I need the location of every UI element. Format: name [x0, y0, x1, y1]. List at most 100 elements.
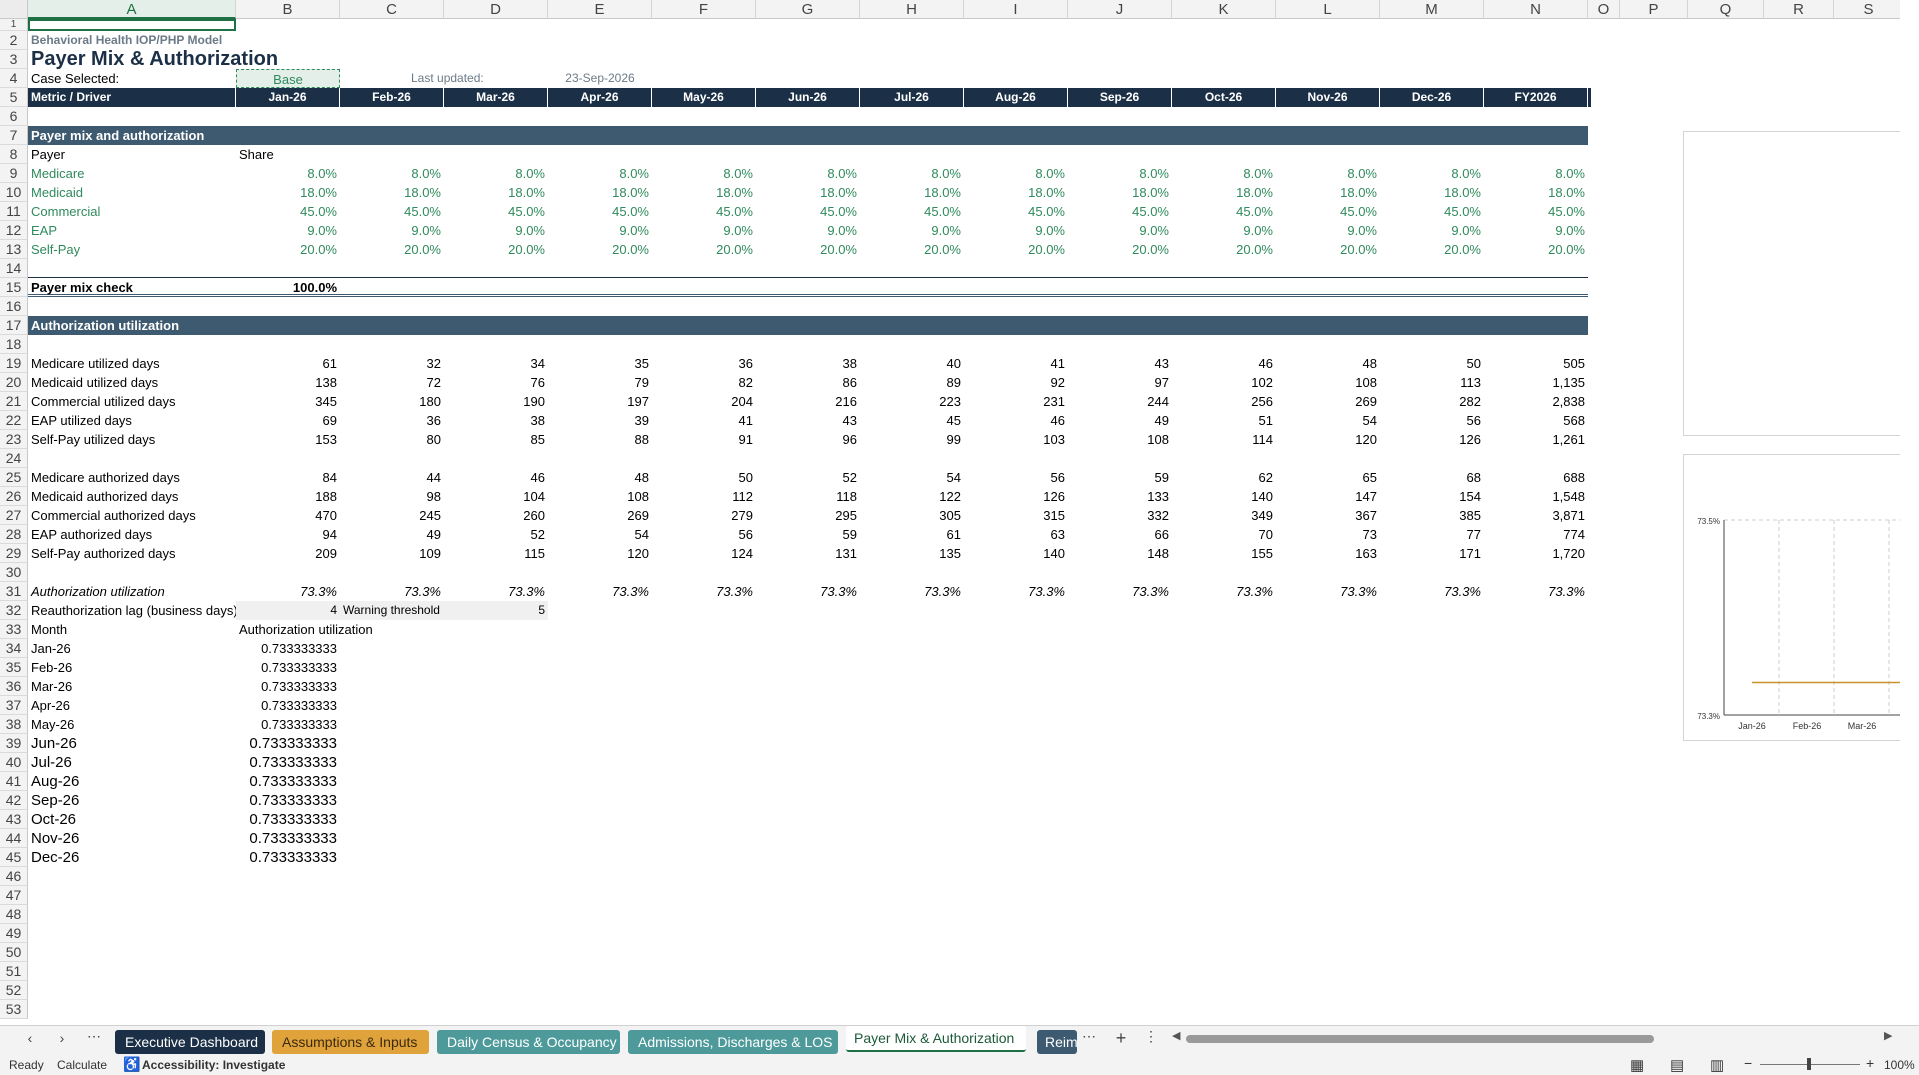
authorized-cell[interactable]: 295: [835, 508, 857, 523]
authorized-cell[interactable]: 155: [1251, 546, 1273, 561]
utilized-cell[interactable]: 32: [426, 356, 441, 371]
payer-share-cell[interactable]: 9.0%: [1451, 223, 1481, 238]
row-header-1[interactable]: 1: [0, 19, 28, 31]
month-value-cell[interactable]: 0.733333333: [249, 754, 337, 771]
authorized-row-label[interactable]: Self-Pay authorized days: [31, 546, 176, 561]
payer-label[interactable]: Payer: [31, 147, 65, 162]
row-header-16[interactable]: 16: [0, 297, 28, 316]
month-cell[interactable]: Jul-26: [31, 754, 72, 771]
payer-share-cell[interactable]: 45.0%: [300, 204, 337, 219]
payer-share-cell[interactable]: 9.0%: [411, 223, 441, 238]
row-header-6[interactable]: 6: [0, 107, 28, 126]
month-value-cell[interactable]: 0.733333333: [249, 735, 337, 752]
authorization-utilization-cell[interactable]: 73.3%: [1132, 584, 1169, 599]
row-header-15[interactable]: 15: [0, 278, 28, 297]
column-header-N[interactable]: N: [1484, 0, 1588, 19]
payer-share-cell[interactable]: 20.0%: [508, 242, 545, 257]
authorized-cell[interactable]: 305: [939, 508, 961, 523]
row-header-21[interactable]: 21: [0, 392, 28, 411]
utilized-cell[interactable]: 39: [634, 413, 649, 428]
payer-mix-check-label[interactable]: Payer mix check: [31, 280, 133, 295]
utilized-row-label[interactable]: Commercial utilized days: [31, 394, 176, 409]
authorized-cell[interactable]: 54: [634, 527, 649, 542]
payer-share-cell[interactable]: 20.0%: [1132, 242, 1169, 257]
payer-share-cell[interactable]: 20.0%: [1028, 242, 1065, 257]
payer-share-cell[interactable]: 18.0%: [508, 185, 545, 200]
payer-share-cell[interactable]: 9.0%: [723, 223, 753, 238]
authorized-cell[interactable]: 59: [842, 527, 857, 542]
row-header-31[interactable]: 31: [0, 582, 28, 601]
authorized-cell[interactable]: 269: [627, 508, 649, 523]
payer-share-cell[interactable]: 18.0%: [612, 185, 649, 200]
payer-share-cell[interactable]: 20.0%: [1340, 242, 1377, 257]
row-header-48[interactable]: 48: [0, 905, 28, 924]
utilized-cell[interactable]: 91: [738, 432, 753, 447]
authorized-cell[interactable]: 52: [530, 527, 545, 542]
sheet-options-icon[interactable]: ⋮: [1144, 1028, 1158, 1044]
authorized-cell[interactable]: 49: [426, 527, 441, 542]
page-break-icon[interactable]: ▥: [1710, 1057, 1725, 1074]
authorization-utilization-cell[interactable]: 73.3%: [300, 584, 337, 599]
authorized-cell[interactable]: 94: [322, 527, 337, 542]
utilized-cell[interactable]: 49: [1154, 413, 1169, 428]
row-header-13[interactable]: 13: [0, 240, 28, 259]
utilized-cell[interactable]: 69: [322, 413, 337, 428]
authorization-utilization-cell[interactable]: 73.3%: [1340, 584, 1377, 599]
month-cell[interactable]: Oct-26: [31, 811, 77, 828]
utilized-cell[interactable]: 204: [731, 394, 753, 409]
row-header-8[interactable]: 8: [0, 145, 28, 164]
payer-share-cell[interactable]: 8.0%: [1243, 166, 1273, 181]
month-header[interactable]: Month: [31, 622, 68, 637]
row-header-30[interactable]: 30: [0, 563, 28, 582]
month-cell[interactable]: Feb-26: [31, 660, 73, 675]
payer-share-cell[interactable]: 45.0%: [1340, 204, 1377, 219]
row-header-4[interactable]: 4: [0, 69, 28, 88]
scroll-right-icon[interactable]: ▶: [1884, 1030, 1893, 1042]
utilized-cell[interactable]: 102: [1251, 375, 1273, 390]
payer-share-cell[interactable]: 20.0%: [404, 242, 441, 257]
utilized-cell[interactable]: 61: [322, 356, 337, 371]
utilized-cell[interactable]: 96: [842, 432, 857, 447]
authorized-cell[interactable]: 171: [1459, 546, 1481, 561]
utilized-cell[interactable]: 1,135: [1552, 375, 1585, 390]
header-cell[interactable]: Metric / Driver: [28, 88, 236, 107]
utilized-cell[interactable]: 282: [1459, 394, 1481, 409]
chart-pane-top[interactable]: [1683, 131, 1900, 436]
auth-util-header[interactable]: Authorization utilization: [239, 622, 373, 637]
authorized-cell[interactable]: 126: [1043, 489, 1065, 504]
utilized-cell[interactable]: 197: [627, 394, 649, 409]
row-header-33[interactable]: 33: [0, 620, 28, 639]
payer-share-cell[interactable]: 9.0%: [515, 223, 545, 238]
authorization-utilization-cell[interactable]: 73.3%: [820, 584, 857, 599]
utilized-cell[interactable]: 114: [1252, 432, 1273, 447]
utilized-cell[interactable]: 50: [1466, 356, 1481, 371]
authorized-cell[interactable]: 260: [523, 508, 545, 523]
utilized-cell[interactable]: 54: [1362, 413, 1377, 428]
row-header-3[interactable]: 3: [0, 50, 28, 69]
column-header-J[interactable]: J: [1068, 0, 1172, 19]
authorization-utilization-cell[interactable]: 73.3%: [1236, 584, 1273, 599]
column-header-F[interactable]: F: [652, 0, 756, 19]
authorization-utilization-cell[interactable]: 73.3%: [612, 584, 649, 599]
authorized-cell[interactable]: 140: [1251, 489, 1273, 504]
payer-share-cell[interactable]: 20.0%: [1444, 242, 1481, 257]
row-header-19[interactable]: 19: [0, 354, 28, 373]
payer-share-cell[interactable]: 18.0%: [716, 185, 753, 200]
utilized-row-label[interactable]: EAP utilized days: [31, 413, 132, 428]
payer-share-cell[interactable]: 8.0%: [1555, 166, 1585, 181]
authorized-cell[interactable]: 245: [419, 508, 441, 523]
utilized-cell[interactable]: 256: [1251, 394, 1273, 409]
sheet-tab[interactable]: Executive Dashboard: [115, 1030, 265, 1054]
utilized-cell[interactable]: 72: [426, 375, 441, 390]
row-header-44[interactable]: 44: [0, 829, 28, 848]
row-header-36[interactable]: 36: [0, 677, 28, 696]
authorized-row-label[interactable]: EAP authorized days: [31, 527, 153, 542]
authorized-cell[interactable]: 66: [1154, 527, 1169, 542]
payer-share-cell[interactable]: 45.0%: [404, 204, 441, 219]
row-header-52[interactable]: 52: [0, 981, 28, 1000]
utilized-cell[interactable]: 1,261: [1552, 432, 1585, 447]
authorized-row-label[interactable]: Medicaid authorized days: [31, 489, 179, 504]
authorized-cell[interactable]: 135: [939, 546, 961, 561]
row-header-43[interactable]: 43: [0, 810, 28, 829]
row-header-38[interactable]: 38: [0, 715, 28, 734]
